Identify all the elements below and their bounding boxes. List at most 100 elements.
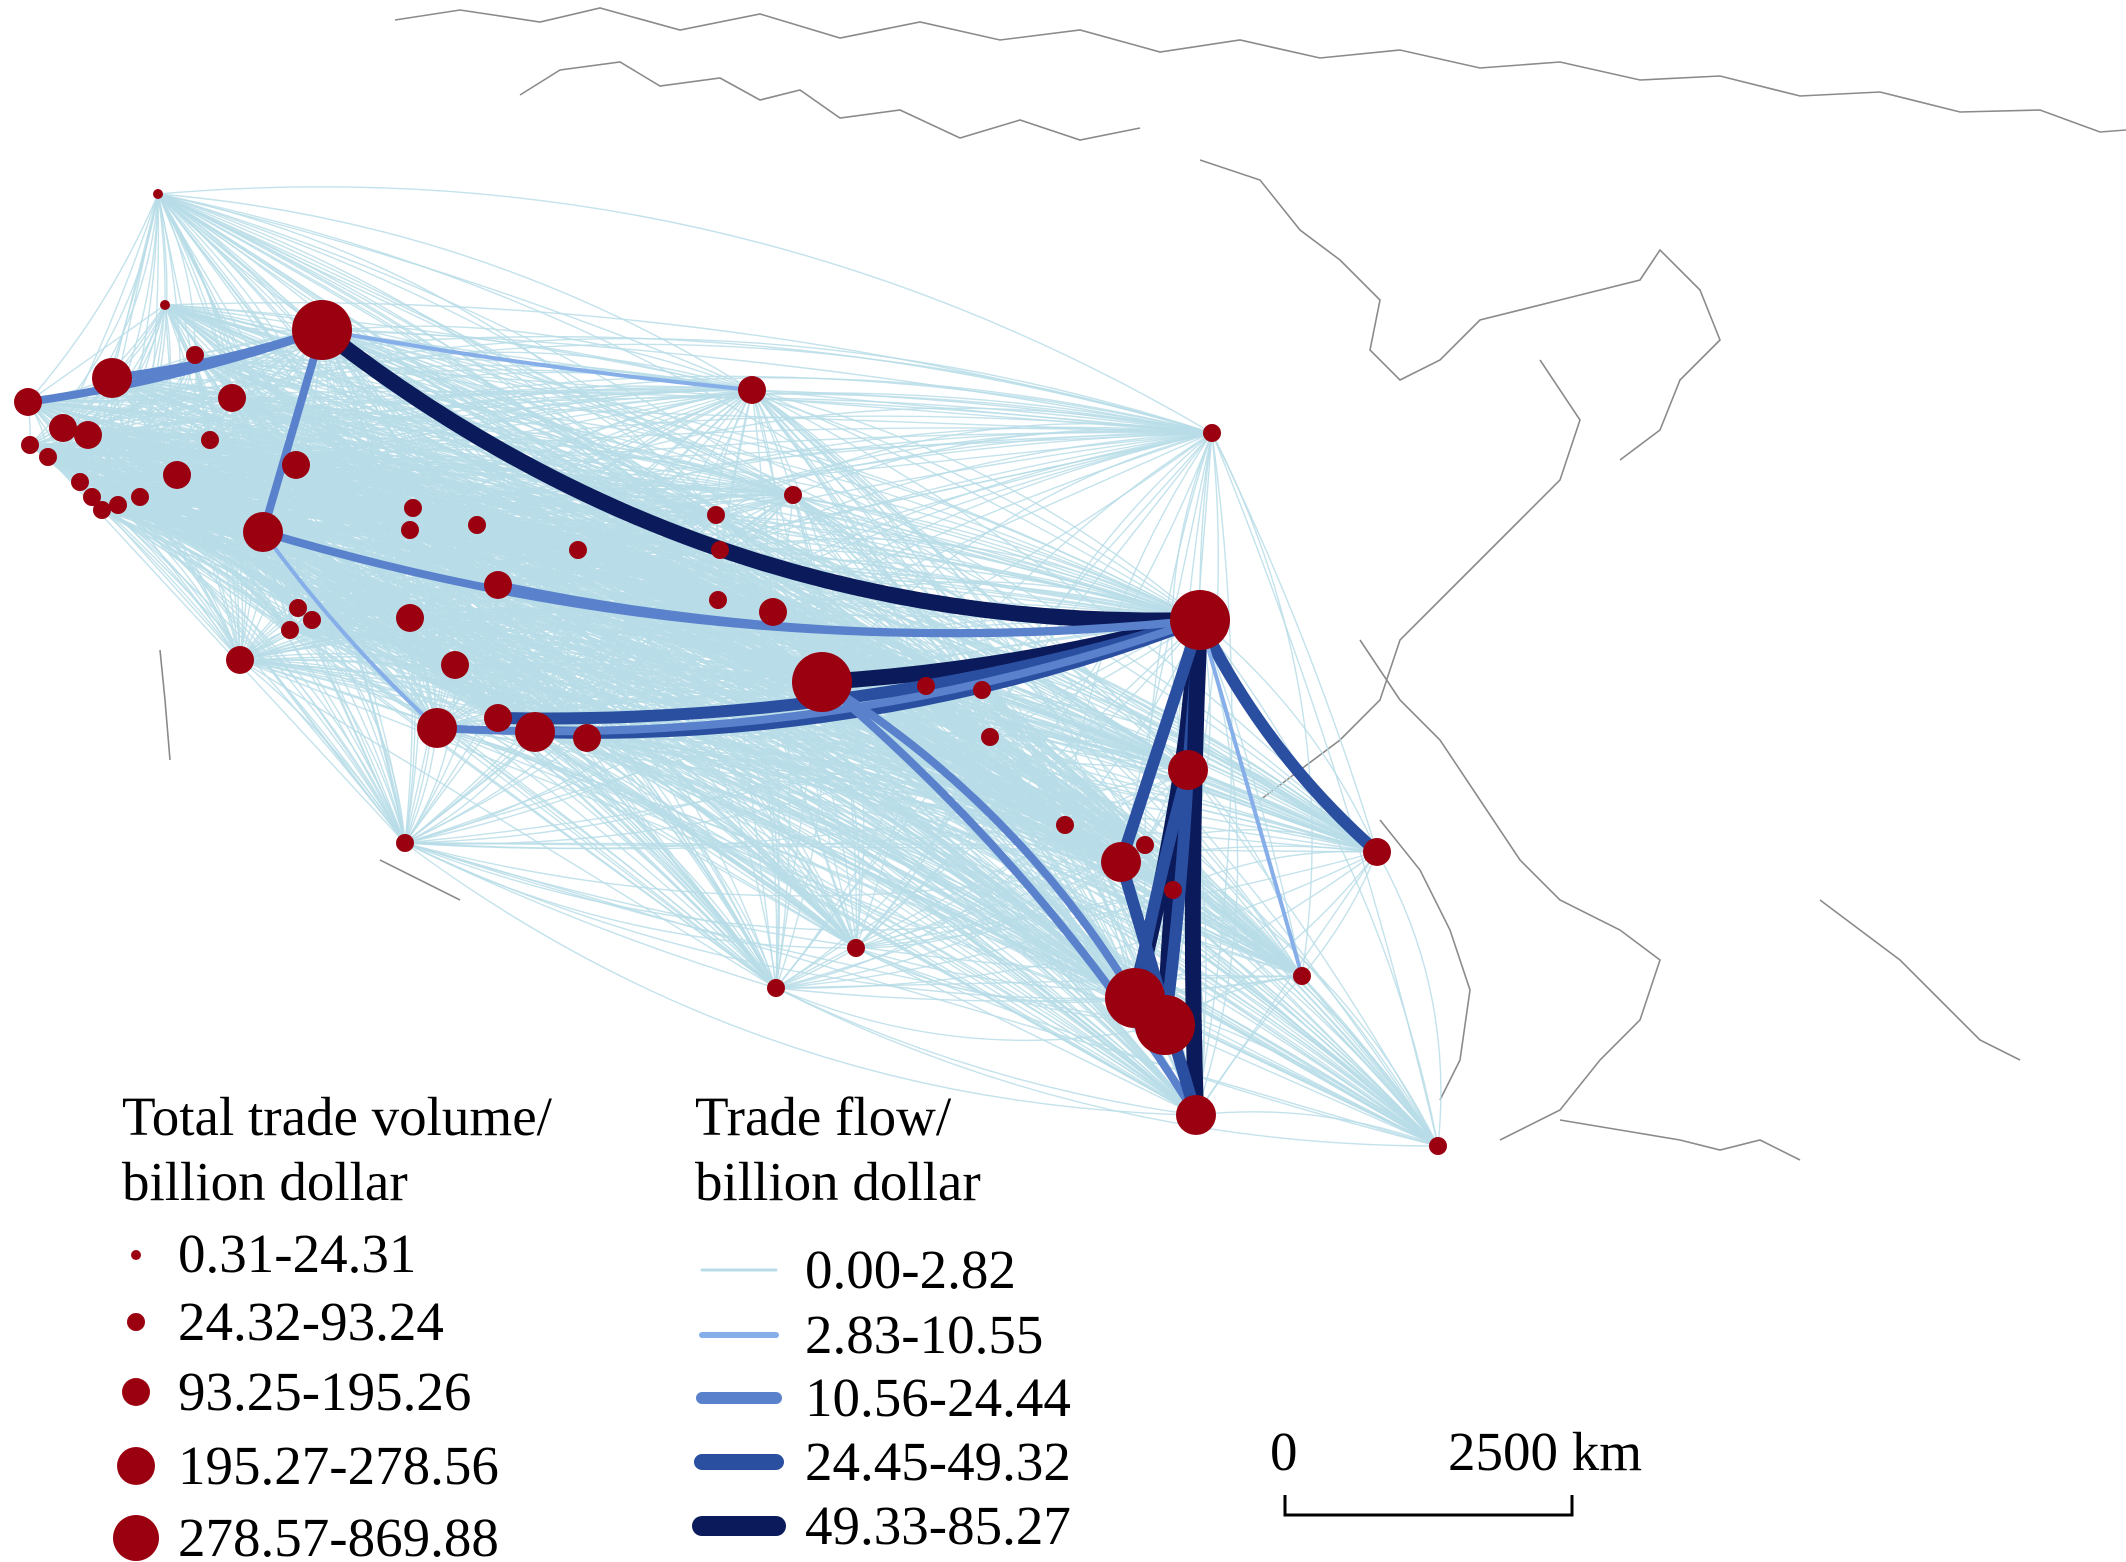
trade-flow-line: [925, 685, 1174, 891]
trade-flow-line: [321, 329, 1213, 434]
trade-flow-line: [989, 736, 1174, 891]
country-node: [71, 473, 89, 491]
trade-flow-line: [855, 851, 1378, 949]
country-node: [160, 300, 170, 310]
trade-flow-line: [404, 549, 579, 844]
coastline-outline: [159, 7, 2126, 1161]
trade-flow-line: [772, 611, 857, 949]
country-node: [1136, 836, 1154, 854]
country-node: [759, 598, 787, 626]
trade-flow-line: [719, 432, 1213, 551]
trade-flow-line: [497, 584, 857, 949]
trade-flow-line: [715, 389, 753, 516]
trade-flow-line: [409, 494, 794, 531]
country-node: [396, 834, 414, 852]
trade-flow-line: [981, 689, 1439, 1147]
trade-flow-line: [715, 514, 777, 989]
trade-flow-line: [775, 769, 1189, 989]
trade-flow-line: [62, 337, 1213, 434]
trade-flow-line: [404, 842, 1122, 897]
trade-flow-line: [717, 389, 753, 601]
flow-legend-title-1: Trade flow/: [695, 1086, 952, 1147]
trade-flow-line: [792, 428, 1213, 496]
trade-flow-line: [855, 947, 1439, 1147]
trade-flow-line: [239, 659, 777, 989]
trade-flow-line: [62, 396, 233, 429]
trade-flow-line: [295, 438, 794, 496]
trade-flow-line: [989, 736, 1197, 1116]
trade-flow-line: [262, 388, 753, 533]
trade-flow-line: [111, 365, 794, 496]
trade-flow-line: [775, 987, 1439, 1147]
country-node: [109, 496, 127, 514]
trade-flow-line: [404, 842, 1174, 931]
trade-flow-line: [409, 529, 1166, 1026]
country-node: [1363, 838, 1391, 866]
trade-flow-line: [404, 842, 1166, 1026]
trade-flow-line: [404, 842, 777, 989]
trade-flow-line: [497, 494, 794, 586]
scale-bar-line: [1283, 1495, 1574, 1517]
trade-flow-line: [404, 842, 1439, 1147]
trade-flow-line: [1198, 618, 1304, 978]
trade-flow-line: [855, 685, 927, 949]
country-node: [243, 512, 283, 552]
trade-flow-line: [409, 529, 499, 719]
country-node: [131, 488, 149, 506]
country-node: [792, 652, 852, 712]
trade-flow-line: [717, 599, 857, 949]
country-node: [784, 486, 802, 504]
trade-flow-line: [27, 193, 159, 403]
trade-flow-line: [1301, 851, 1378, 977]
trade-flow-line: [1376, 851, 1442, 1147]
trade-flow-line: [792, 494, 1201, 621]
trade-flow-line: [577, 549, 1201, 621]
trade-flow-line: [139, 464, 297, 498]
trade-flow-line: [717, 599, 1136, 999]
trade-flow-line: [194, 325, 753, 391]
trade-flow-line: [497, 584, 1439, 1147]
trade-flow-line: [715, 514, 1201, 621]
trade-flow-line: [24, 326, 326, 406]
trade-flow-line: [289, 629, 406, 844]
trade-flow-line: [497, 584, 1166, 1026]
trade-flow-line: [436, 432, 1213, 729]
trade-flow-line: [751, 389, 1122, 863]
trade-flow-line: [157, 186, 1213, 434]
trade-flow-line: [436, 727, 777, 989]
trade-flow-line: [775, 494, 826, 989]
node-legend-symbol-1: [131, 1250, 141, 1260]
trade-flow-line: [436, 727, 1197, 1116]
flow-legend-label-2: 2.83-10.55: [805, 1304, 1043, 1365]
country-node: [186, 346, 204, 364]
node-legend-symbol-2: [127, 1313, 145, 1331]
trade-flow-line: [101, 509, 241, 661]
flow-legend-label-3: 10.56-24.44: [805, 1367, 1071, 1428]
trade-flow-line: [497, 584, 777, 989]
trade-flow-line: [1301, 975, 1439, 1147]
country-node: [153, 189, 163, 199]
trade-flow-line: [497, 680, 823, 719]
trade-flow-line: [775, 889, 1174, 989]
node-legend-label-2: 24.32-93.24: [178, 1291, 444, 1352]
trade-flow-line: [404, 524, 478, 844]
trade-flow-line: [775, 987, 1136, 1002]
country-node: [1170, 590, 1230, 650]
trade-flow-line: [404, 389, 753, 844]
trade-flow-line: [772, 611, 791, 989]
trade-flow-line: [1064, 824, 1378, 853]
country-node: [74, 421, 102, 449]
country-node: [83, 488, 101, 506]
node-legend-label-1: 0.31-24.31: [178, 1223, 416, 1284]
trade-flow-line: [476, 524, 588, 739]
country-node: [282, 451, 310, 479]
country-node: [396, 604, 424, 632]
country-node: [441, 651, 469, 679]
trade-flow-line: [989, 736, 1136, 999]
country-node: [404, 499, 422, 517]
country-node: [1164, 881, 1182, 899]
country-node: [1135, 995, 1195, 1055]
node-legend-label-5: 278.57-869.88: [178, 1507, 499, 1562]
trade-flow-line: [577, 549, 857, 949]
trade-flow-line: [534, 731, 1197, 1116]
